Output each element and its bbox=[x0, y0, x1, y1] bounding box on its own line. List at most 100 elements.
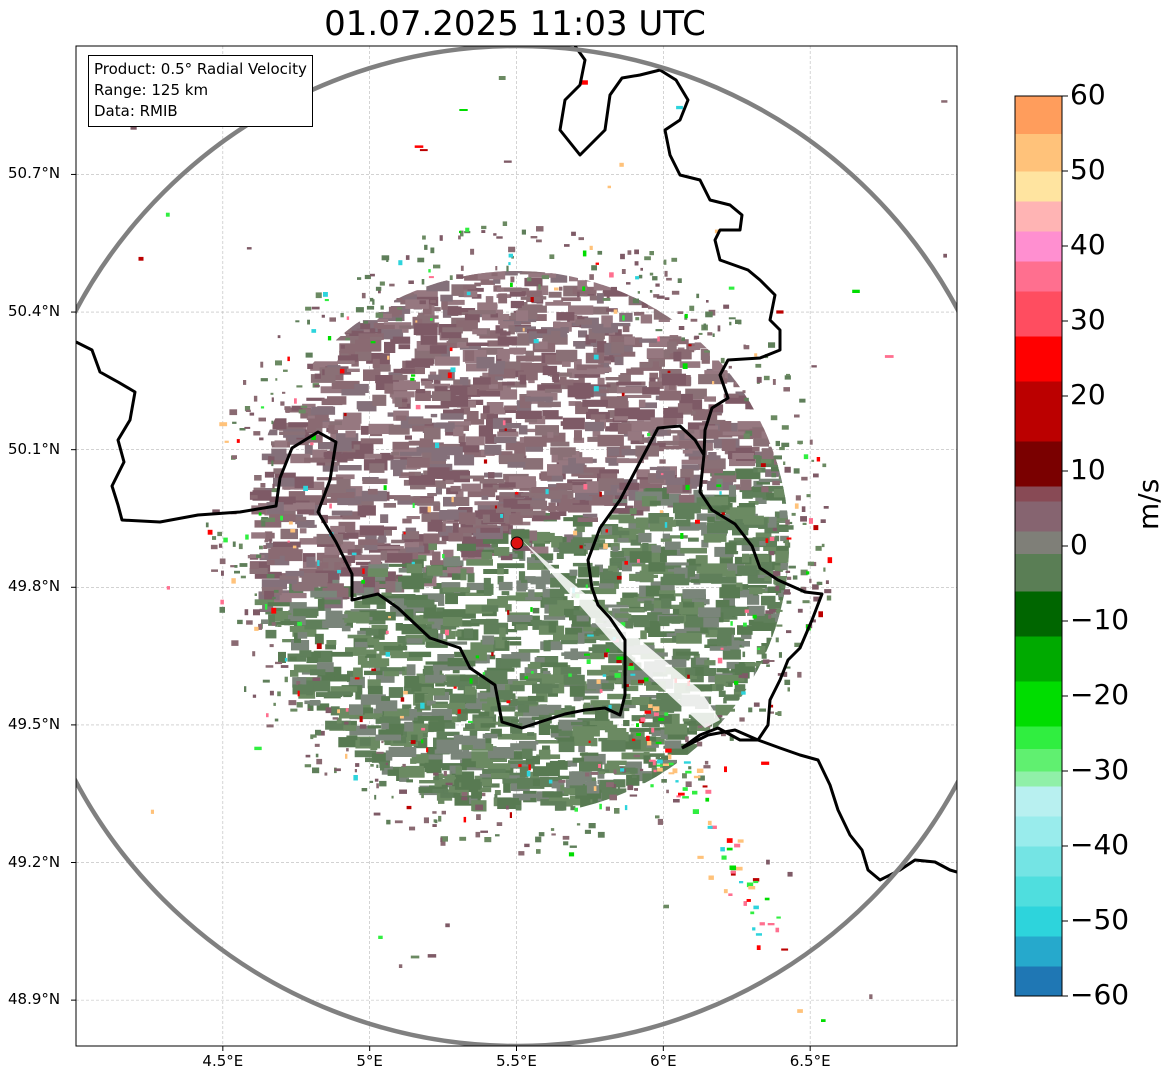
echo-cell-2240 bbox=[500, 331, 511, 336]
echo-cell-2747 bbox=[797, 608, 803, 613]
echo-cell-3076 bbox=[334, 768, 341, 772]
echo-cell-2375 bbox=[458, 709, 481, 714]
echo-cell-262 bbox=[701, 539, 709, 548]
echo-cell-2907 bbox=[538, 832, 545, 837]
echo-cell-2882 bbox=[374, 778, 379, 782]
echo-cell-2365 bbox=[456, 543, 476, 551]
echo-cell-2564 bbox=[656, 470, 675, 479]
echo-cell-927 bbox=[784, 539, 789, 547]
echo-cell-1908 bbox=[548, 797, 570, 802]
echo-cell-3238 bbox=[818, 611, 823, 618]
echo-cell-2331 bbox=[337, 498, 355, 506]
echo-cell-3314 bbox=[696, 768, 704, 773]
echo-cell-692 bbox=[509, 347, 527, 355]
echo-cell-511 bbox=[679, 361, 701, 368]
echo-cell-2406 bbox=[597, 434, 624, 447]
echo-cell-1661 bbox=[465, 723, 475, 729]
echo-cell-2933 bbox=[627, 250, 632, 255]
echo-cell-1842 bbox=[558, 775, 574, 780]
echo-cell-3093 bbox=[776, 624, 783, 627]
echo-cell-1809 bbox=[441, 298, 448, 310]
echo-cell-1422 bbox=[381, 571, 396, 582]
echo-cell-1680 bbox=[764, 516, 777, 528]
echo-cell-3398 bbox=[427, 954, 437, 958]
echo-cell-2224 bbox=[402, 704, 412, 709]
echo-cell-3303 bbox=[723, 889, 728, 894]
echo-cell-1096 bbox=[438, 774, 456, 779]
echo-cell-2985 bbox=[655, 329, 663, 332]
echo-cell-2827 bbox=[307, 708, 311, 711]
echo-cell-1874 bbox=[440, 395, 469, 407]
echo-cell-626 bbox=[649, 466, 670, 471]
echo-cell-2179 bbox=[364, 585, 374, 597]
echo-cell-288 bbox=[511, 652, 531, 662]
echo-cell-2530 bbox=[405, 594, 428, 600]
echo-cell-935 bbox=[393, 467, 403, 477]
echo-cell-1695 bbox=[402, 324, 409, 333]
echo-cell-853 bbox=[422, 512, 450, 522]
echo-cell-701 bbox=[642, 773, 654, 784]
echo-cell-1818 bbox=[353, 444, 360, 450]
echo-cell-2424 bbox=[665, 477, 685, 485]
echo-cell-3098 bbox=[682, 718, 689, 722]
echo-cell-530 bbox=[306, 397, 325, 401]
echo-cell-1624 bbox=[550, 511, 567, 516]
echo-cell-3187 bbox=[415, 404, 421, 410]
echo-cell-1321 bbox=[685, 474, 702, 486]
echo-cell-3242 bbox=[585, 584, 588, 589]
echo-cell-2441 bbox=[285, 570, 304, 577]
echo-cell-2044 bbox=[678, 440, 705, 449]
echo-cell-2434 bbox=[534, 341, 548, 350]
echo-cell-2159 bbox=[357, 505, 376, 516]
echo-cell-1828 bbox=[660, 729, 668, 739]
echo-cell-1702 bbox=[759, 541, 766, 546]
echo-cell-2787 bbox=[274, 718, 279, 722]
echo-cell-3021 bbox=[284, 676, 288, 683]
colorbar-segment-9 bbox=[1015, 726, 1062, 749]
echo-cell-2821 bbox=[375, 312, 383, 318]
echo-cell-3428 bbox=[766, 859, 770, 865]
echo-cell-1606 bbox=[520, 500, 548, 510]
echo-cell-2580 bbox=[473, 377, 491, 385]
echo-cell-2591 bbox=[480, 527, 501, 533]
echo-cell-3150 bbox=[620, 768, 625, 772]
echo-cell-3331 bbox=[624, 684, 629, 687]
echo-cell-1234 bbox=[375, 454, 394, 461]
echo-cell-3158 bbox=[616, 575, 622, 580]
echo-cell-2427 bbox=[329, 421, 342, 426]
echo-cell-2263 bbox=[699, 572, 723, 584]
echo-cell-2539 bbox=[377, 318, 389, 322]
echo-cell-2004 bbox=[424, 405, 450, 409]
echo-cell-1852 bbox=[330, 686, 358, 693]
echo-cell-2065 bbox=[424, 427, 441, 440]
echo-cell-2239 bbox=[512, 680, 538, 686]
echo-cell-3186 bbox=[583, 484, 588, 490]
echo-cell-2581 bbox=[294, 476, 314, 488]
echo-cell-2080 bbox=[531, 487, 559, 497]
echo-cell-2040 bbox=[440, 625, 457, 630]
echo-cell-1340 bbox=[638, 399, 646, 408]
echo-cell-3029 bbox=[605, 806, 610, 811]
echo-cell-2541 bbox=[614, 416, 629, 421]
echo-cell-1701 bbox=[444, 776, 456, 781]
echo-cell-1929 bbox=[534, 553, 554, 561]
echo-cell-1781 bbox=[659, 616, 684, 624]
echo-cell-998 bbox=[460, 407, 471, 415]
echo-cell-842 bbox=[582, 513, 598, 518]
echo-cell-2720 bbox=[655, 815, 660, 819]
echo-cell-627 bbox=[436, 732, 447, 743]
echo-cell-832 bbox=[658, 546, 677, 556]
echo-cell-2849 bbox=[288, 700, 297, 706]
echo-cell-2630 bbox=[697, 725, 703, 728]
echo-cell-3338 bbox=[734, 843, 741, 848]
echo-cell-1468 bbox=[699, 425, 718, 433]
echo-cell-1999 bbox=[373, 630, 385, 640]
echo-cell-1408 bbox=[312, 505, 321, 516]
echo-cell-2974 bbox=[422, 235, 426, 240]
echo-cell-3089 bbox=[666, 789, 669, 794]
colorbar-segment-2 bbox=[1015, 906, 1062, 937]
echo-cell-3313 bbox=[697, 855, 704, 859]
echo-cell-1218 bbox=[556, 552, 564, 559]
echo-cell-2571 bbox=[663, 573, 685, 583]
echo-cell-1450 bbox=[394, 496, 421, 501]
